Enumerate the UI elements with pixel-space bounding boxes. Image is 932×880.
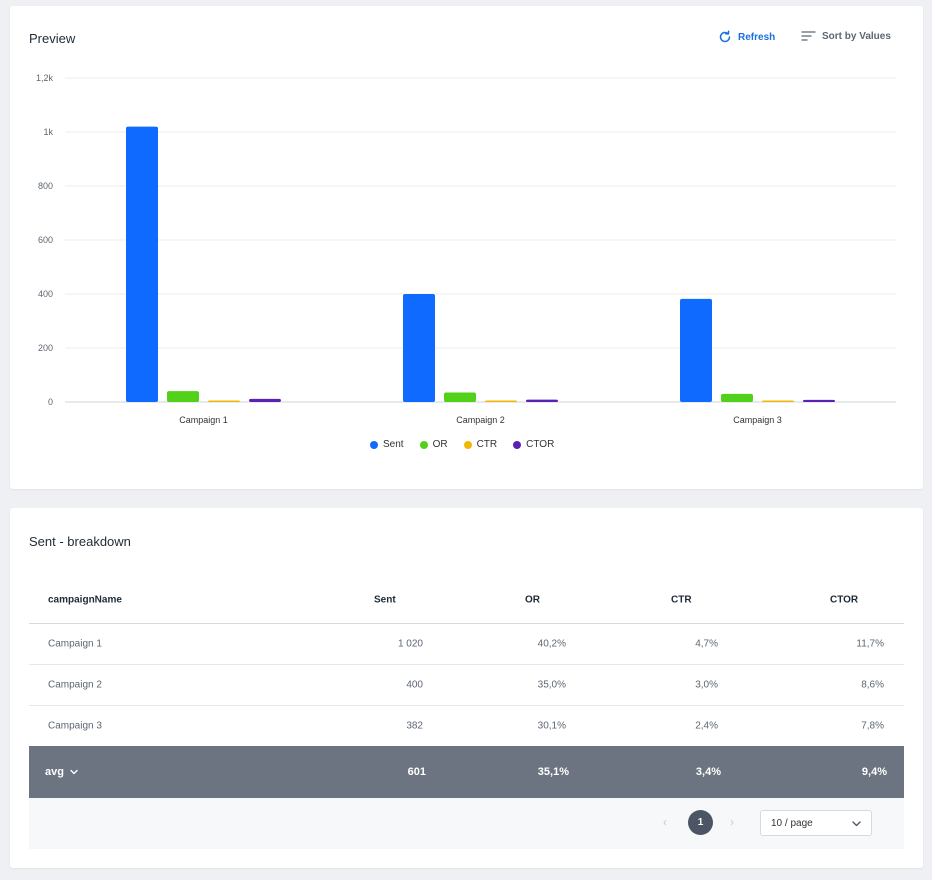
cell-campaign-name: Campaign 3 bbox=[48, 720, 102, 732]
breakdown-table: campaignName Sent OR CTR CTOR Campaign 1… bbox=[29, 576, 904, 747]
legend-label: CTOR bbox=[526, 439, 555, 450]
column-header-or[interactable]: OR bbox=[525, 594, 540, 605]
cell-ctor: 8,6% bbox=[861, 679, 884, 691]
y-tick-label: 800 bbox=[38, 181, 53, 191]
pagination: ‹ 1 › 10 / page bbox=[29, 798, 904, 849]
cell-ctr: 4,7% bbox=[695, 638, 718, 650]
table-row: Campaign 2 400 35,0% 3,0% 8,6% bbox=[29, 665, 904, 706]
page-number-current[interactable]: 1 bbox=[688, 810, 713, 835]
avg-ctr: 3,4% bbox=[695, 766, 721, 778]
previous-page-icon[interactable]: ‹ bbox=[663, 815, 667, 829]
table-header-row: campaignName Sent OR CTR CTOR bbox=[29, 576, 904, 624]
bar-sent-campaign-3 bbox=[680, 298, 712, 402]
bar-ctor-campaign-3 bbox=[803, 399, 835, 402]
legend-label: Sent bbox=[383, 439, 404, 450]
legend-swatch bbox=[370, 440, 378, 449]
avg-ctor: 9,4% bbox=[861, 766, 887, 778]
sort-label: Sort by Values bbox=[822, 30, 891, 42]
cell-or: 30,1% bbox=[537, 720, 566, 732]
cell-sent: 400 bbox=[406, 679, 423, 691]
column-header-ctor[interactable]: CTOR bbox=[830, 594, 859, 605]
table-row: Campaign 3 382 30,1% 2,4% 7,8% bbox=[29, 706, 904, 747]
bar-sent-campaign-2 bbox=[403, 294, 435, 402]
legend-item-ctor[interactable]: CTOR bbox=[513, 439, 554, 450]
cell-ctor: 7,8% bbox=[861, 720, 884, 732]
table-row: Campaign 1 1 020 40,2% 4,7% 11,7% bbox=[29, 624, 904, 665]
cell-ctr: 2,4% bbox=[695, 720, 718, 732]
aggregate-selector[interactable]: avg bbox=[45, 766, 78, 778]
column-header-sent[interactable]: Sent bbox=[374, 594, 396, 605]
aggregate-label: avg bbox=[45, 766, 64, 778]
table-avg-row: avg 601 35,1% 3,4% 9,4% bbox=[29, 746, 904, 798]
bar-ctr-campaign-3 bbox=[762, 400, 794, 402]
cell-or: 40,2% bbox=[537, 638, 566, 650]
legend-item-or[interactable]: OR bbox=[419, 439, 448, 450]
legend-swatch bbox=[513, 440, 522, 449]
preview-title: Preview bbox=[29, 31, 76, 46]
bar-sent-campaign-1 bbox=[126, 126, 158, 402]
x-category-label: Campaign 3 bbox=[733, 415, 782, 425]
avg-or: 35,1% bbox=[537, 766, 569, 778]
cell-ctr: 3,0% bbox=[695, 679, 718, 691]
legend-swatch bbox=[419, 440, 428, 449]
sort-by-values-button[interactable]: Sort by Values bbox=[801, 30, 891, 42]
page-size-select[interactable]: 10 / page bbox=[760, 810, 872, 836]
refresh-label: Refresh bbox=[738, 31, 776, 43]
cell-campaign-name: Campaign 2 bbox=[48, 679, 102, 691]
legend-label: OR bbox=[432, 439, 448, 450]
bar-chart: 0 200 400 600 800 1k 1,2k Campaign 1 Campaign 2 C… bbox=[36, 73, 896, 425]
avg-sent: 601 bbox=[407, 766, 426, 778]
cell-sent: 1 020 bbox=[397, 638, 423, 650]
refresh-button[interactable]: Refresh bbox=[718, 30, 775, 44]
breakdown-card: Sent - breakdown campaignName Sent OR CT… bbox=[10, 508, 923, 868]
cell-sent: 382 bbox=[406, 720, 423, 732]
y-tick-label: 0 bbox=[48, 397, 53, 407]
bar-or-campaign-1 bbox=[167, 391, 199, 402]
chevron-down-icon bbox=[70, 766, 78, 778]
legend-item-ctr[interactable]: CTR bbox=[463, 439, 498, 450]
y-tick-label: 1k bbox=[43, 127, 53, 137]
column-header-ctr[interactable]: CTR bbox=[671, 594, 692, 605]
bar-or-campaign-3 bbox=[721, 393, 753, 402]
legend-swatch bbox=[463, 440, 472, 449]
bar-ctr-campaign-2 bbox=[485, 400, 517, 402]
y-tick-label: 600 bbox=[38, 235, 53, 245]
sort-icon bbox=[801, 30, 816, 42]
refresh-icon bbox=[718, 30, 732, 44]
bar-ctr-campaign-1 bbox=[208, 400, 240, 402]
preview-card: Preview Refresh Sort by Values 0 200 400 60… bbox=[10, 6, 923, 489]
y-tick-label: 200 bbox=[38, 343, 53, 353]
cell-campaign-name: Campaign 1 bbox=[48, 638, 102, 650]
bar-ctor-campaign-2 bbox=[526, 399, 558, 402]
chevron-down-icon bbox=[852, 819, 861, 830]
legend-item-sent[interactable]: Sent bbox=[370, 439, 404, 450]
x-category-label: Campaign 2 bbox=[456, 415, 505, 425]
bar-or-campaign-2 bbox=[444, 392, 476, 402]
legend-label: CTR bbox=[476, 439, 498, 450]
cell-ctor: 11,7% bbox=[856, 638, 884, 650]
next-page-icon[interactable]: › bbox=[730, 815, 734, 829]
x-category-label: Campaign 1 bbox=[179, 415, 228, 425]
y-tick-label: 400 bbox=[38, 289, 53, 299]
cell-or: 35,0% bbox=[537, 679, 566, 691]
column-header-campaignname[interactable]: campaignName bbox=[48, 594, 122, 605]
page-size-value: 10 / page bbox=[771, 818, 813, 829]
breakdown-title: Sent - breakdown bbox=[29, 534, 131, 549]
y-tick-label: 1,2k bbox=[36, 73, 54, 83]
chart-legend: Sent OR CTR CTOR bbox=[370, 439, 554, 450]
bar-ctor-campaign-1 bbox=[249, 398, 281, 402]
